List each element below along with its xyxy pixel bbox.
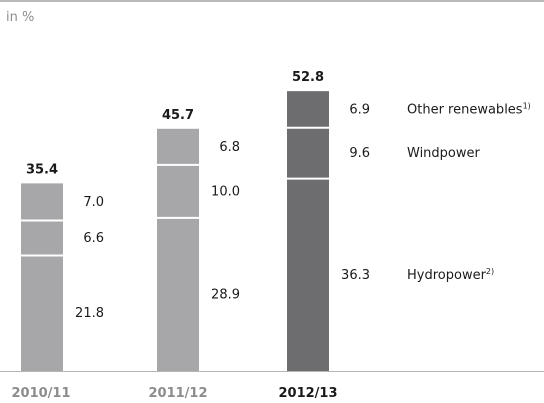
bar-segment-hydropower [157, 217, 199, 371]
legend-footnote: 1) [523, 101, 531, 110]
total-label: 52.8 [292, 70, 324, 85]
legend-footnote: 2) [486, 267, 494, 276]
bar-segment-windpower [287, 127, 329, 179]
value-label-hydropower: 28.9 [211, 287, 240, 302]
bar-segment-hydropower [21, 255, 63, 371]
category-label: 2011/12 [148, 386, 207, 401]
bar-segment-windpower [21, 220, 63, 256]
total-label: 35.4 [26, 162, 58, 177]
value-label-other-renewables: 6.9 [349, 102, 370, 117]
value-label-hydropower: 21.8 [75, 306, 104, 321]
value-label-windpower: 6.6 [83, 231, 104, 246]
value-label-hydropower: 36.3 [341, 268, 370, 283]
bar-segment-other-renewables [287, 91, 329, 128]
top-rule [0, 0, 544, 2]
legend-entry-windpower: Windpower [407, 146, 481, 161]
bar-segment-other-renewables [21, 183, 63, 221]
legend-entry-hydropower: Hydropower2) [407, 267, 494, 283]
legend-entry-other-renewables: Other renewables1) [407, 101, 531, 117]
category-label: 2010/11 [11, 386, 70, 401]
bar-segment-other-renewables [157, 128, 199, 165]
bar-segment-hydropower [287, 178, 329, 371]
category-label: 2012/13 [278, 386, 337, 401]
value-label-windpower: 9.6 [349, 146, 370, 161]
value-label-windpower: 10.0 [211, 184, 240, 199]
total-label: 45.7 [162, 108, 194, 123]
bar-segment-windpower [157, 164, 199, 218]
unit-label: in % [6, 10, 35, 25]
value-label-other-renewables: 7.0 [83, 195, 104, 210]
value-label-other-renewables: 6.8 [219, 140, 240, 155]
